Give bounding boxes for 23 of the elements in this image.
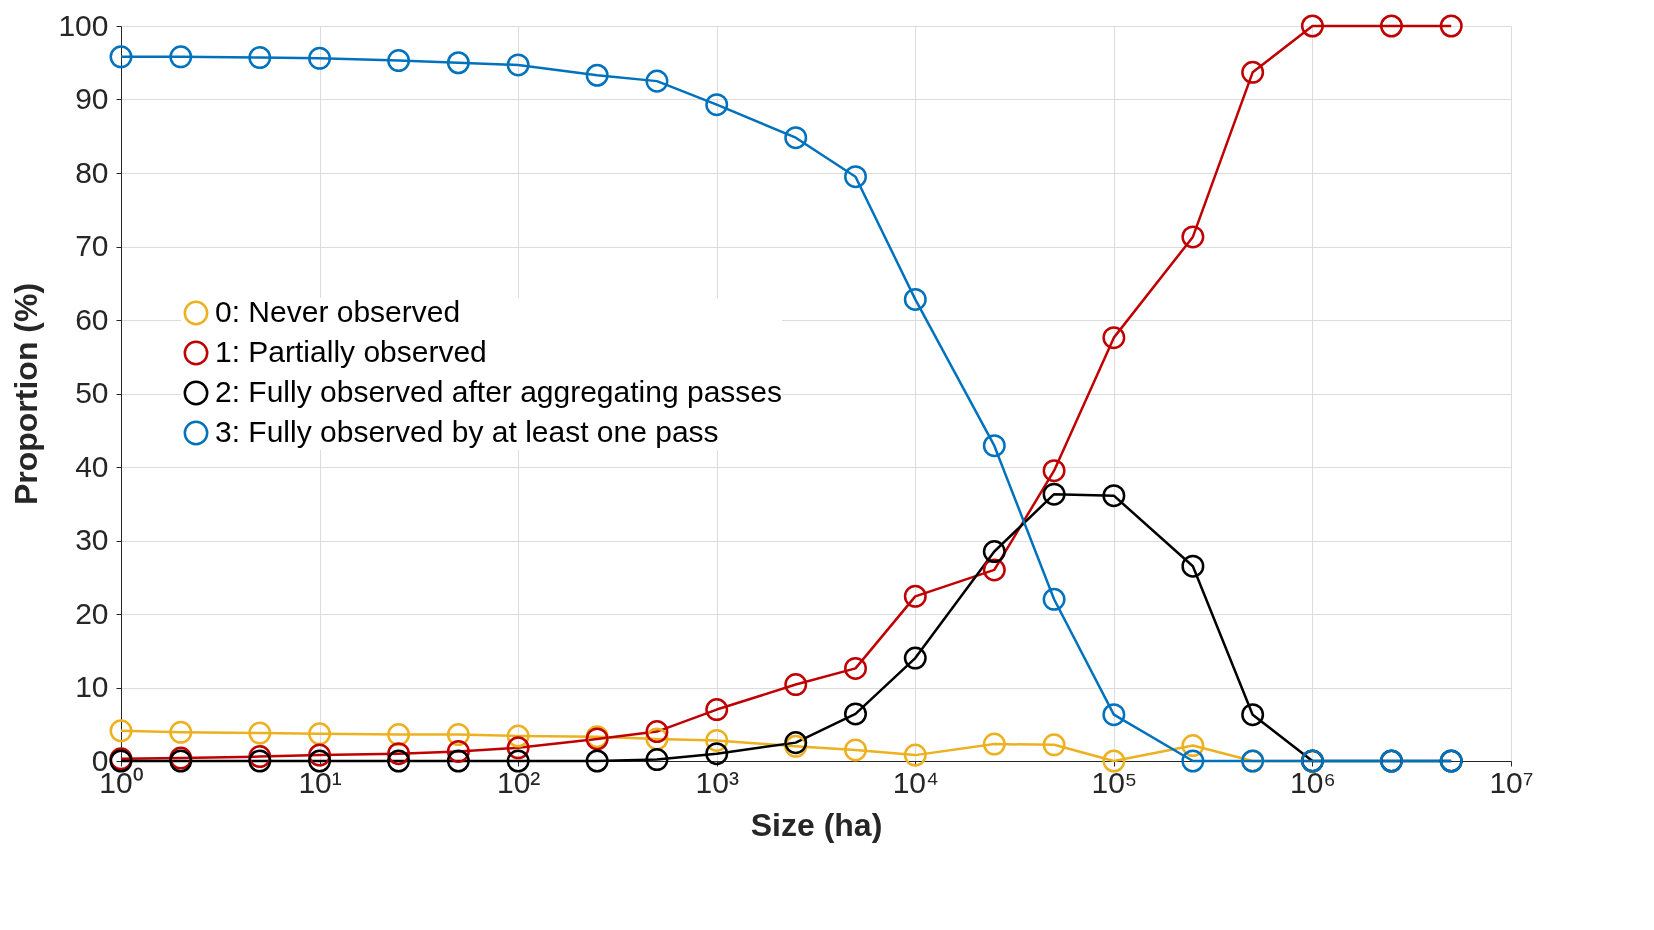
y-tick-label: 60 [75, 302, 109, 336]
x-tick-label: 10¹ [298, 765, 342, 799]
y-tick-label: 30 [75, 523, 109, 556]
y-tick-label: 10 [75, 670, 109, 703]
y-tick-label: 40 [75, 449, 109, 483]
y-tick-label: 20 [75, 596, 109, 630]
y-tick-label: 50 [75, 376, 109, 409]
legend-label: 2: Fully observed after aggregating passes [215, 374, 782, 408]
y-tick-label: 80 [75, 155, 109, 189]
x-tick-label: 10⁷ [1489, 765, 1534, 799]
x-tick-label: 10⁶ [1290, 765, 1336, 799]
legend-label: 3: Fully observed by at least one pass [215, 414, 719, 448]
y-axis-title: Proportion (%) [8, 282, 45, 506]
legend-label: 0: Never observed [215, 294, 461, 328]
legend-label: 1: Partially observed [215, 334, 487, 368]
y-tick-label: 70 [75, 229, 109, 262]
x-tick-label: 10² [496, 765, 541, 799]
x-axis-title: Size (ha) [750, 806, 883, 843]
x-tick-label: 10⁵ [1091, 765, 1138, 799]
y-tick-label: 90 [75, 82, 109, 115]
y-tick-label: 100 [58, 8, 109, 42]
x-tick-label: 10⁴ [892, 765, 939, 799]
x-tick-label: 10³ [695, 765, 739, 799]
